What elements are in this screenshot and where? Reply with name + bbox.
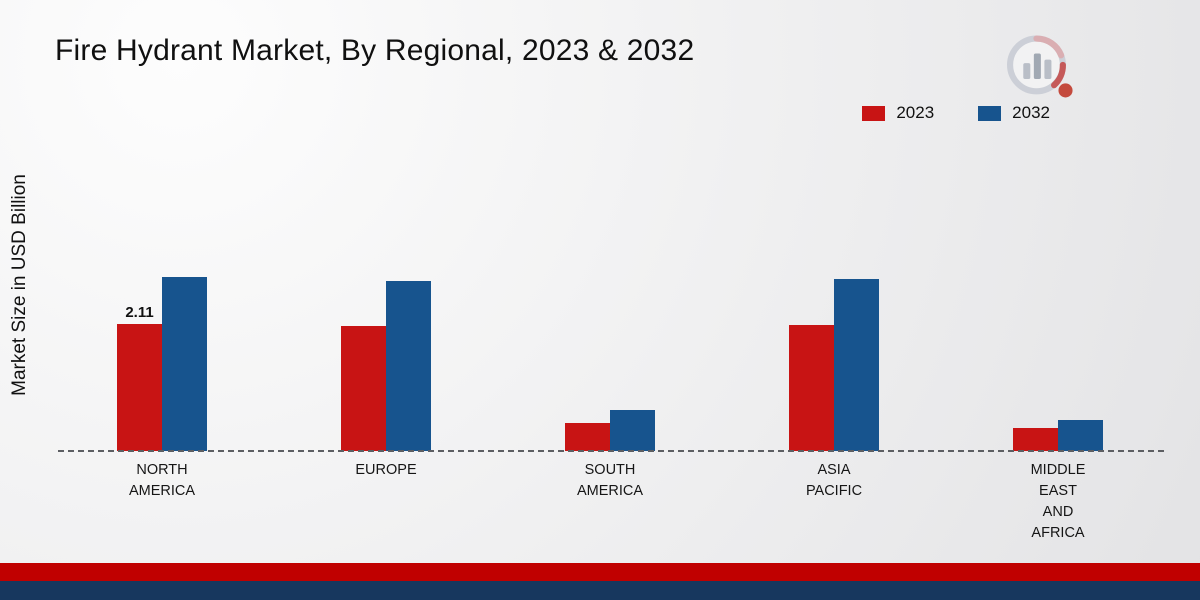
bar-2023-asia-pacific <box>789 325 834 451</box>
bar-wrap <box>341 326 386 451</box>
bar-value-label: 2.11 <box>125 304 154 322</box>
brand-logo <box>1007 35 1073 98</box>
bar-wrap <box>1058 419 1103 451</box>
bar-group-asia-pacific: ASIA PACIFIC <box>722 121 946 499</box>
bar-wrap <box>386 280 431 451</box>
category-label-north-america: NORTH AMERICA <box>128 462 196 500</box>
bar-wrap <box>610 410 655 451</box>
bar-wrap <box>834 279 879 451</box>
bar-2023-south-america <box>565 423 610 451</box>
plot-area: 2.11 NORTH AMERICA EUROPE SOUTH AMERICA ASIA PA… <box>50 121 1170 541</box>
bar-wrap: 2.11 <box>117 304 162 451</box>
bar-wrap <box>789 325 834 451</box>
bar-2032-europe <box>386 280 431 451</box>
legend-label-2032: 2032 <box>1012 103 1050 122</box>
bar-group-north-america: 2.11 NORTH AMERICA <box>50 121 274 499</box>
bar-2023-north-america <box>117 324 162 451</box>
bar-2023-europe <box>341 326 386 451</box>
legend-item-2023: 2023 <box>862 103 934 123</box>
bar-wrap <box>162 277 207 451</box>
chart-title: Fire Hydrant Market, By Regional, 2023 &… <box>55 34 695 67</box>
category-label-middle-east-and-africa: MIDDLE EAST AND AFRICA <box>1030 462 1086 542</box>
bar-2032-asia-pacific <box>834 279 879 451</box>
legend-item-2032: 2032 <box>978 103 1050 123</box>
bar-2032-middle-east-and-africa <box>1058 419 1103 451</box>
bar-2023-middle-east-and-africa <box>1013 428 1058 451</box>
legend-label-2023: 2023 <box>896 103 935 122</box>
category-label-asia-pacific: ASIA PACIFIC <box>805 462 863 500</box>
bar-group-middle-east-and-africa: MIDDLE EAST AND AFRICA <box>946 121 1170 541</box>
legend-swatch-2032 <box>978 105 1002 121</box>
bar-2032-south-america <box>610 410 655 451</box>
category-label-south-america: SOUTH AMERICA <box>576 462 644 500</box>
y-axis-label: Market Size in USD Billion <box>9 174 30 396</box>
bar-wrap <box>565 423 610 451</box>
bar-group-south-america: SOUTH AMERICA <box>498 121 722 499</box>
legend: 2023 2032 <box>862 103 1050 123</box>
legend-swatch-2023 <box>862 105 886 121</box>
x-axis-line <box>58 450 1164 452</box>
footer-stripe-red <box>0 563 1200 581</box>
bar-group-europe: EUROPE <box>274 121 498 478</box>
bar-2032-north-america <box>162 277 207 451</box>
bar-wrap <box>1013 428 1058 451</box>
category-label-europe: EUROPE <box>355 462 417 478</box>
footer-stripe-blue <box>0 581 1200 600</box>
